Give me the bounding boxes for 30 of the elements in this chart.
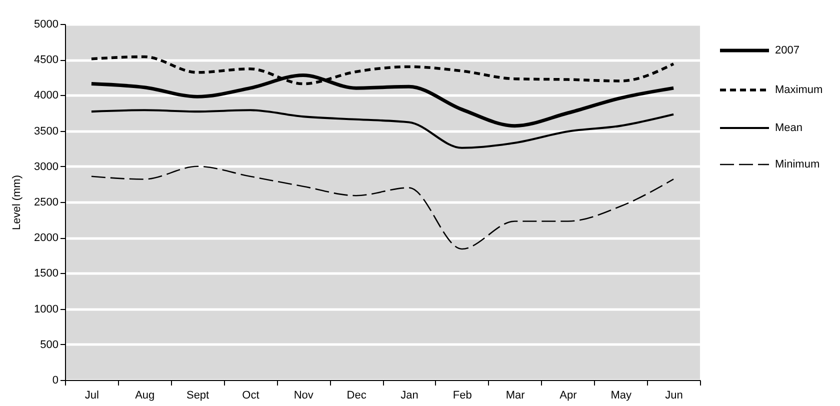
x-tick-label: Mar [506, 390, 526, 402]
y-tick-label: 2500 [34, 196, 58, 208]
y-tick-label: 500 [40, 338, 58, 351]
y-tick-label: 3500 [34, 125, 58, 138]
y-tick-label: 2000 [34, 232, 58, 244]
y-tick-label: 1000 [34, 303, 58, 316]
y-tick-label: 4000 [34, 90, 58, 102]
legend-label: Maximum [775, 84, 823, 96]
x-tick-label: Feb [452, 390, 472, 402]
legend-label: 2007 [775, 44, 800, 56]
x-tick-label: Jul [84, 390, 99, 402]
line-series [90, 166, 674, 250]
x-tick-label: Dec [346, 390, 367, 402]
y-tick-label: 3000 [34, 160, 58, 173]
x-tick-label: Oct [242, 390, 260, 402]
y-tick-label: 1500 [34, 268, 58, 280]
x-tick-label: May [610, 390, 632, 402]
legend-label: Mean [775, 122, 803, 134]
x-tick-label: Jun [665, 390, 683, 402]
x-tick-label: Jan [400, 390, 418, 402]
y-tick-label: 4500 [34, 54, 58, 66]
line-series [90, 109, 675, 149]
x-tick-label: Nov [294, 390, 314, 402]
x-tick-label: Sept [186, 390, 210, 402]
x-tick-label: Aug [135, 390, 155, 402]
legend-label: Minimum [775, 158, 820, 170]
y-axis-title: Level (mm) [11, 174, 24, 230]
y-tick-label: 0 [52, 374, 58, 386]
x-tick-label: Apr [560, 390, 578, 402]
y-tick-label: 5000 [34, 18, 58, 30]
